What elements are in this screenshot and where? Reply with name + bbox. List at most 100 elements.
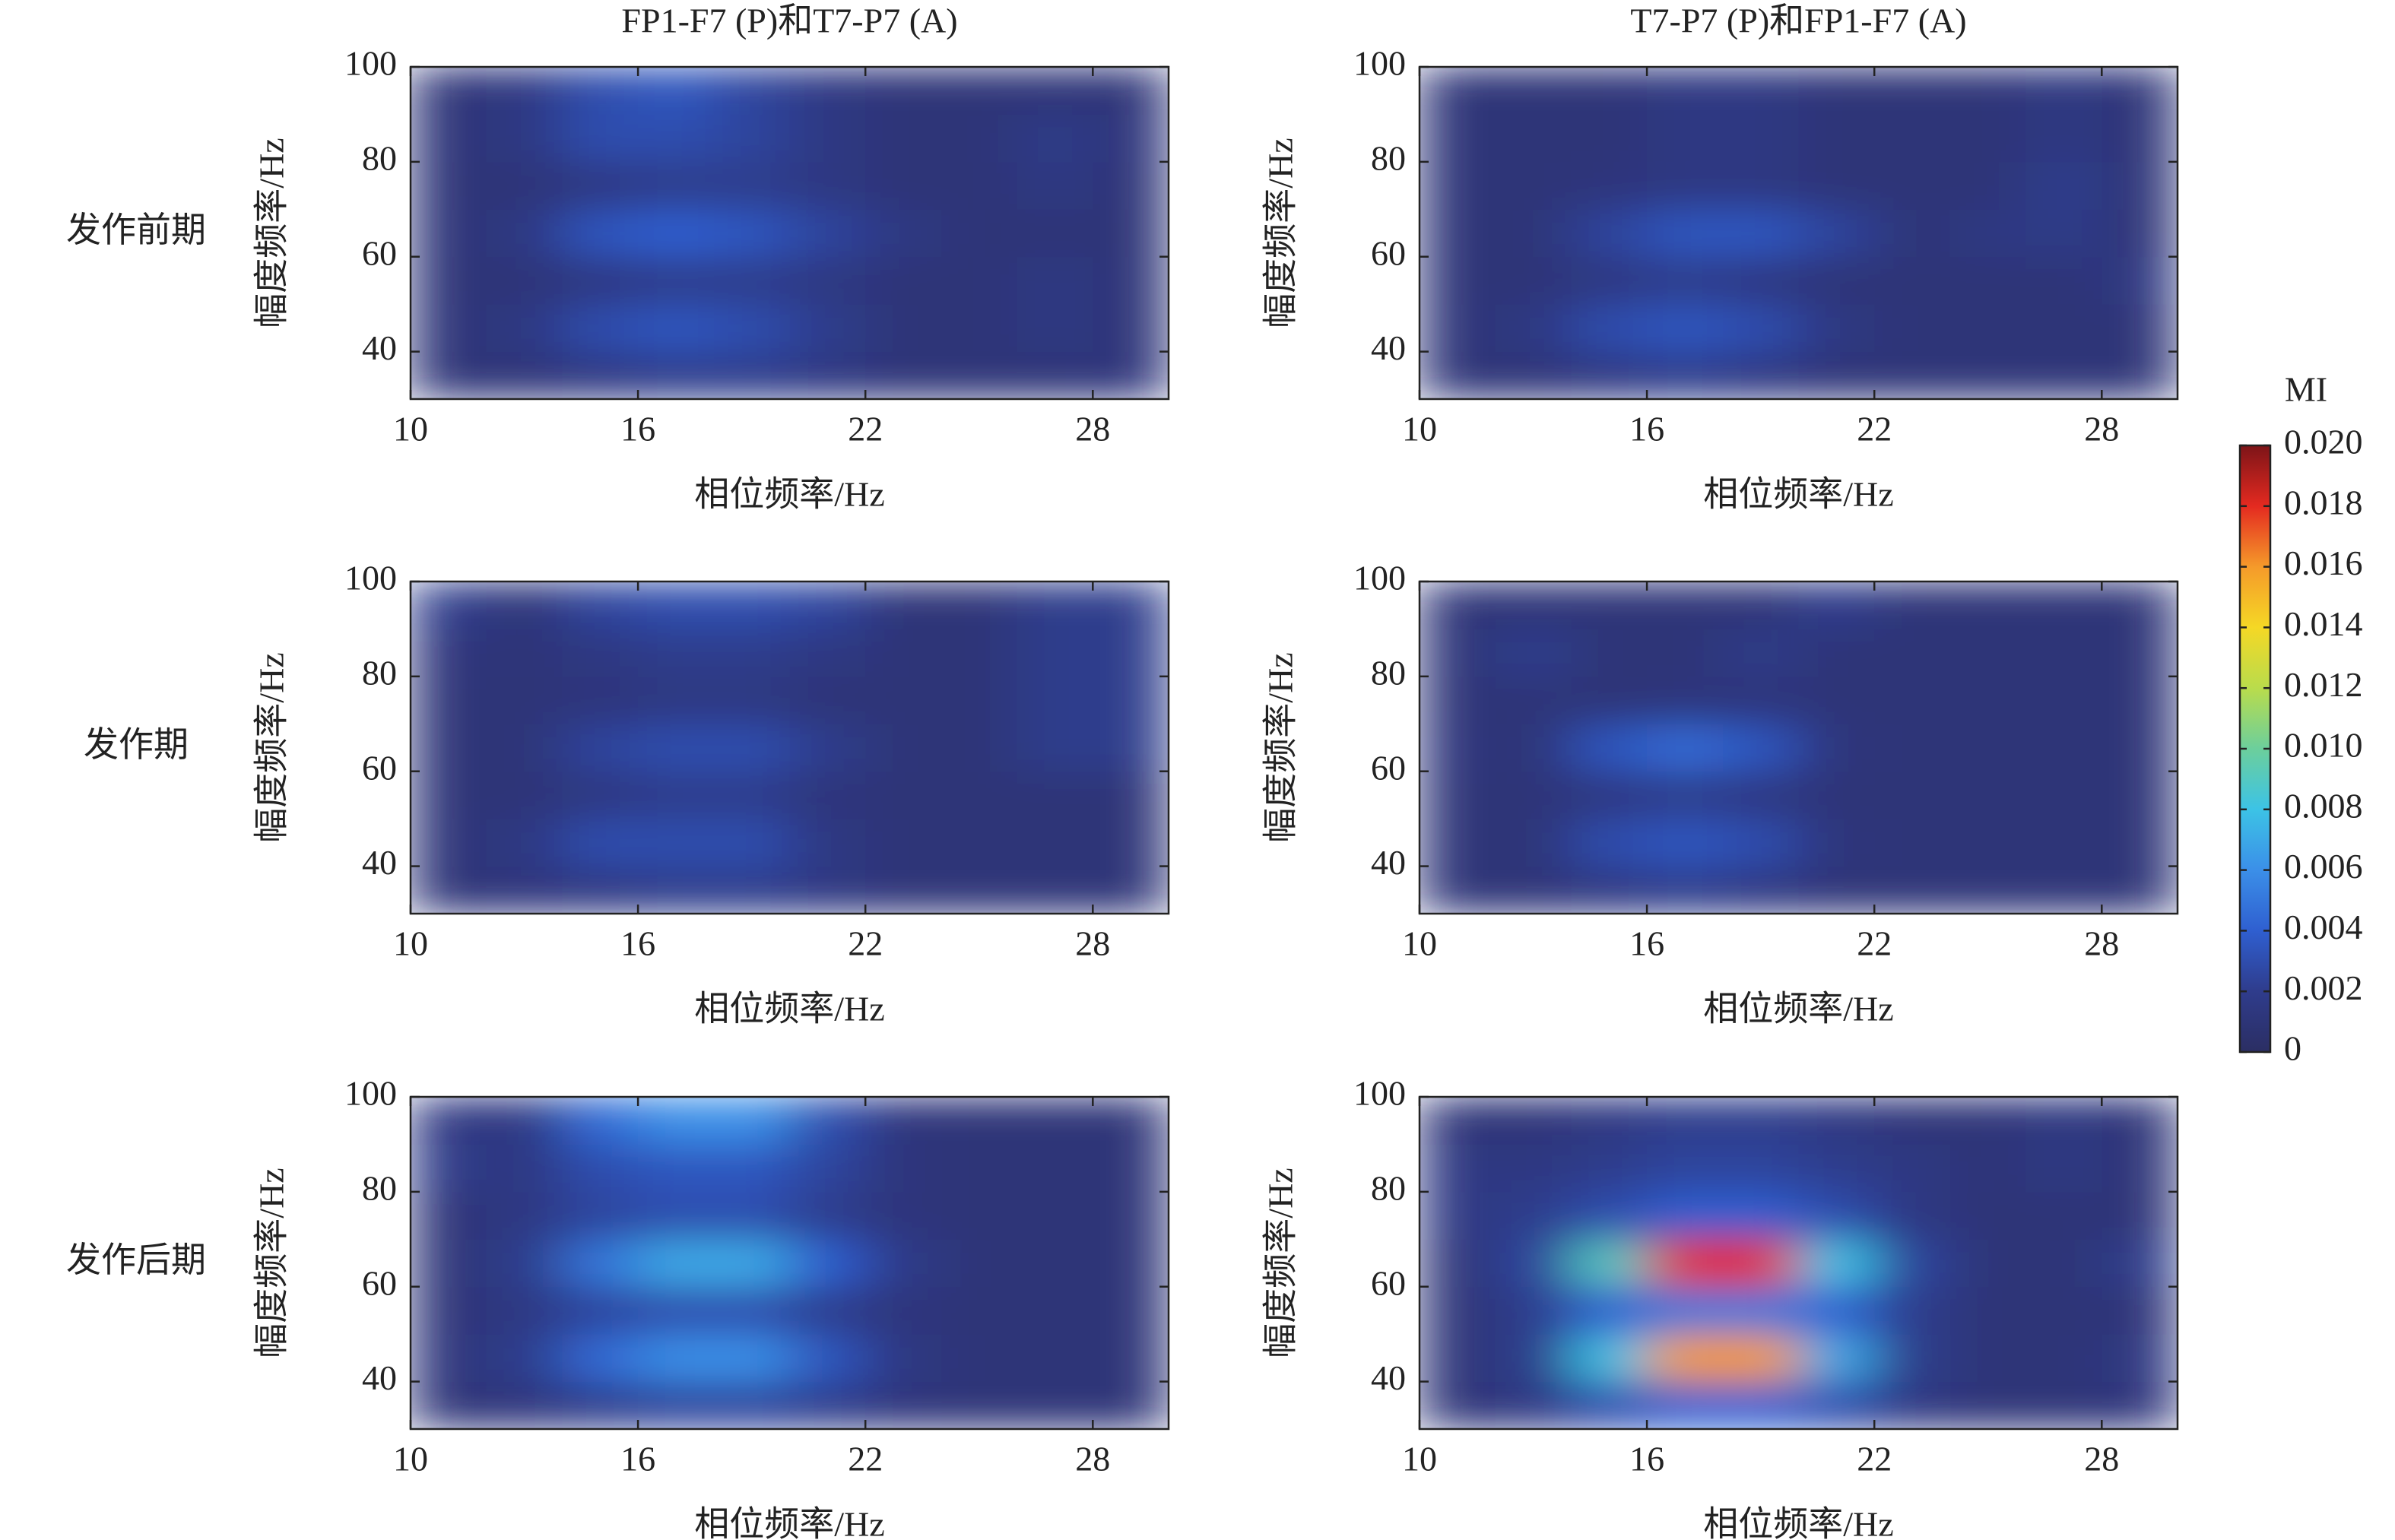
x-axis-label: 相位频率/Hz [1703, 990, 1893, 1028]
heatmap-cell [713, 256, 790, 305]
heatmap-cell [2102, 866, 2178, 914]
heatmap-cell [789, 629, 866, 677]
heatmap-cell [1647, 676, 1724, 724]
heatmap-cell [1722, 1097, 1799, 1145]
heatmap-cell [941, 1191, 1018, 1240]
heatmap-cell [865, 209, 942, 258]
heatmap-cell [1874, 676, 1951, 724]
x-tick-label: 10 [393, 410, 428, 448]
y-tick-label: 80 [1371, 653, 1406, 692]
heatmap-cell [2025, 676, 2102, 724]
heatmap-cell [1949, 771, 2027, 819]
heatmap-cell [713, 1334, 790, 1383]
heatmap-cell [1722, 676, 1799, 724]
heatmap-cell [1949, 676, 2027, 724]
heatmap-cell [1949, 304, 2027, 353]
x-tick-label: 22 [848, 924, 883, 963]
heatmap-cell [1093, 866, 1169, 914]
heatmap-cell [1571, 1381, 1648, 1429]
heatmap-cell [865, 771, 942, 819]
heatmap-cell [1874, 209, 1951, 258]
heatmap-cell [1874, 304, 1951, 353]
heatmap-cell [1647, 209, 1724, 258]
colorbar-tick-label: 0.014 [2284, 604, 2363, 643]
heatmap-cell [1420, 581, 1496, 629]
heatmap-cells [411, 581, 1169, 914]
heatmap-cell [1495, 351, 1572, 399]
heatmap-cell [1571, 1286, 1648, 1335]
heatmap-cell [1017, 256, 1093, 305]
heatmap-cell [638, 1191, 715, 1240]
heatmap-panel [1420, 67, 2178, 399]
heatmap-cell [1798, 1097, 1875, 1145]
heatmap-cell [865, 1239, 942, 1288]
x-tick-label: 16 [620, 924, 655, 963]
x-axis-label: 相位频率/Hz [694, 990, 884, 1028]
heatmap-cell [1093, 209, 1169, 258]
heatmap-cell [713, 771, 790, 819]
heatmap-cell [713, 1381, 790, 1429]
heatmap-cell [411, 256, 487, 305]
plot-frame [1418, 1095, 2179, 1431]
heatmap-cell [1017, 771, 1093, 819]
heatmap-cell [562, 1381, 639, 1429]
heatmap-cell [1420, 724, 1496, 772]
heatmap-cell [1798, 304, 1875, 353]
x-tick-label: 22 [1857, 924, 1892, 963]
heatmap-cell [1495, 771, 1572, 819]
heatmap-cell [1647, 1144, 1724, 1193]
x-tick-label: 22 [1857, 1440, 1892, 1478]
y-axis-label: 幅度频率/Hz [252, 1168, 291, 1358]
heatmap-cell [1874, 581, 1951, 629]
heatmap-cell [1017, 1239, 1093, 1288]
y-tick-label: 60 [1371, 748, 1406, 787]
heatmap-cell [1093, 1191, 1169, 1240]
x-tick-label: 28 [1075, 1440, 1110, 1478]
heatmap-cell [713, 67, 790, 115]
heatmap-cell [789, 1144, 866, 1193]
y-tick-label: 40 [362, 843, 397, 882]
heatmap-cell [1949, 629, 2027, 677]
heatmap-cell [1420, 629, 1496, 677]
heatmap-cell [1874, 1381, 1951, 1429]
y-tick-label: 80 [1371, 1168, 1406, 1207]
plot-frame [409, 65, 1170, 401]
heatmap-cell [1874, 629, 1951, 677]
heatmap-cell [486, 161, 563, 210]
heatmap-cell [1420, 1381, 1496, 1429]
heatmap-cell [789, 161, 866, 210]
heatmap-cell [789, 866, 866, 914]
heatmap-cell [865, 351, 942, 399]
heatmap-cell [411, 819, 487, 867]
heatmap-cell [2102, 161, 2178, 210]
heatmap-cell [411, 724, 487, 772]
heatmap-panel [1420, 581, 2178, 914]
heatmap-cell [1722, 161, 1799, 210]
heatmap-cell [941, 1239, 1018, 1288]
heatmap-cell [2025, 866, 2102, 914]
heatmap-cell [1949, 1286, 2027, 1335]
heatmap-cell [638, 1381, 715, 1429]
heatmap-cell [2102, 67, 2178, 115]
heatmap-cell [562, 1286, 639, 1335]
heatmap-cell [1647, 819, 1724, 867]
heatmap-cell [1420, 351, 1496, 399]
heatmap-cell [562, 1239, 639, 1288]
heatmap-cell [865, 676, 942, 724]
heatmap-cell [1722, 1144, 1799, 1193]
heatmap-cell [1949, 1097, 2027, 1145]
heatmap-cell [1571, 1191, 1648, 1240]
heatmap-cell [562, 724, 639, 772]
heatmap-cell [562, 1097, 639, 1145]
heatmap-cell [1647, 629, 1724, 677]
heatmap-cell [1495, 256, 1572, 305]
heatmap-cell [2025, 1191, 2102, 1240]
heatmap-cell [1571, 581, 1648, 629]
heatmap-cell [1571, 67, 1648, 115]
heatmap-cell [1874, 1191, 1951, 1240]
heatmap-cell [941, 304, 1018, 353]
x-tick-label: 28 [2084, 410, 2119, 448]
row-label: 发作后期 [66, 1241, 206, 1279]
heatmap-cell [1949, 1239, 2027, 1288]
heatmap-cell [1798, 256, 1875, 305]
